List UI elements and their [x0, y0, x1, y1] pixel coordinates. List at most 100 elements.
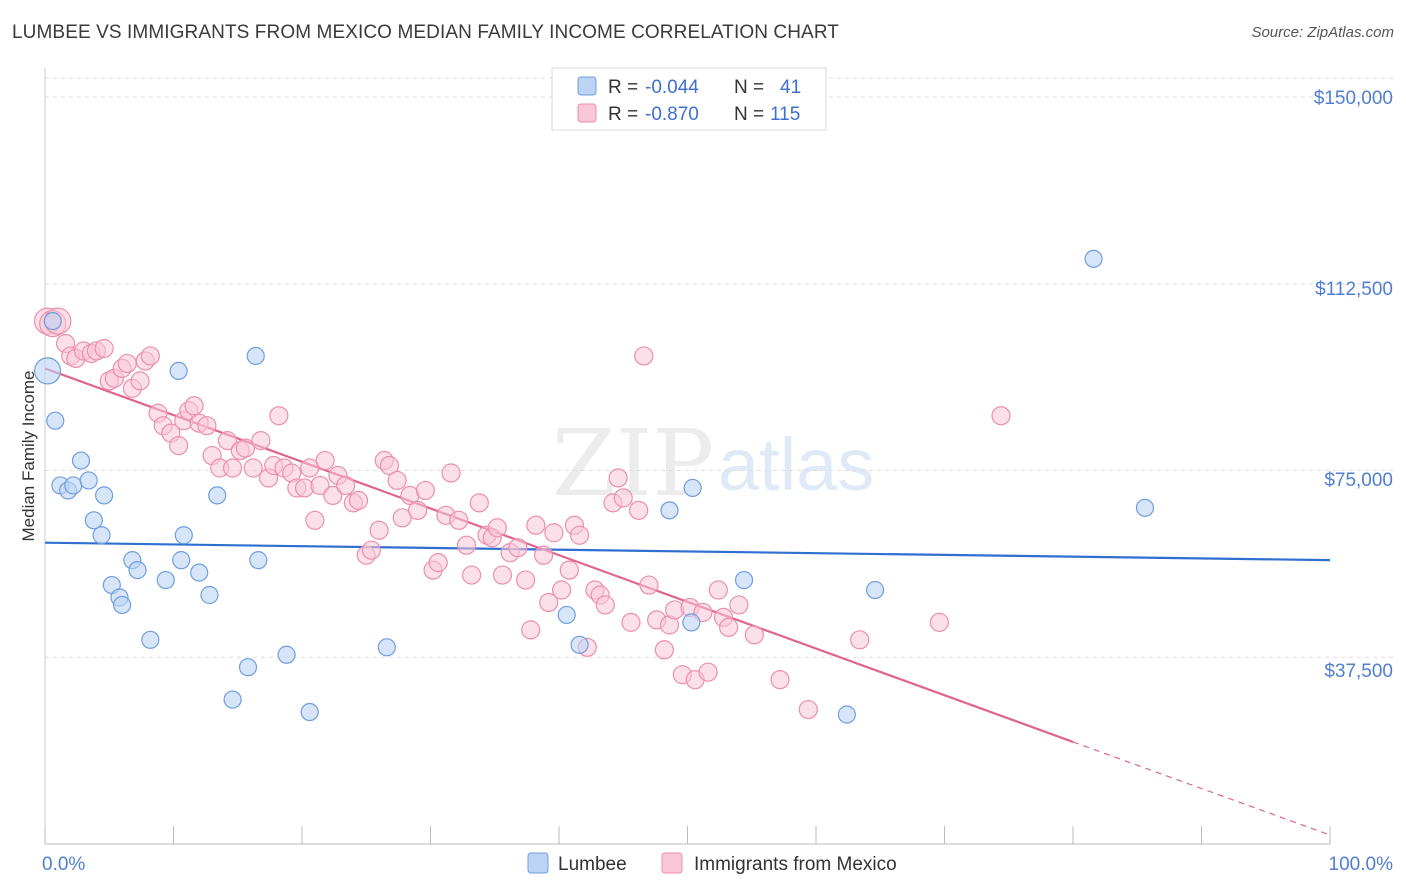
trend-line-mexico-extrapolated [1072, 741, 1331, 836]
point-mexico-46 [323, 485, 343, 505]
point-mexico-45 [315, 450, 335, 471]
legend-swatch-lumbee [577, 76, 597, 96]
point-mexico-109 [744, 625, 764, 645]
point-mexico-92 [621, 612, 641, 632]
point-mexico-30 [223, 458, 243, 478]
point-mexico-104 [698, 662, 718, 682]
point-lumbee-19 [174, 526, 193, 545]
point-mexico-114 [991, 406, 1011, 426]
y-tick-label-150000: $150,000 [1314, 88, 1393, 109]
point-lumbee-0 [33, 357, 62, 385]
point-mexico-107 [719, 617, 739, 637]
chart-title: LUMBEE VS IMMIGRANTS FROM MEXICO MEDIAN … [12, 22, 840, 43]
point-lumbee-6 [79, 471, 98, 490]
y-tick-label-112500: $112,500 [1315, 279, 1393, 300]
point-mexico-91 [613, 488, 633, 508]
point-mexico-72 [492, 565, 513, 585]
point-lumbee-22 [208, 486, 227, 505]
point-mexico-59 [408, 500, 428, 520]
point-mexico-43 [305, 510, 325, 530]
point-lumbee-23 [223, 690, 242, 709]
point-lumbee-17 [169, 361, 188, 380]
point-mexico-24 [184, 396, 204, 416]
point-lumbee-20 [190, 563, 209, 582]
y-tick-label-75000: $75,000 [1324, 470, 1393, 491]
point-mexico-80 [544, 523, 564, 543]
legend-stats-box [551, 67, 827, 131]
point-mexico-15 [130, 371, 150, 391]
point-mexico-21 [169, 436, 189, 456]
point-mexico-48 [336, 475, 356, 496]
point-lumbee-12 [112, 595, 132, 615]
source-label: Source: ZipAtlas.com [1251, 24, 1394, 41]
point-lumbee-26 [249, 551, 268, 570]
point-mexico-64 [441, 463, 461, 483]
point-mexico-88 [595, 595, 615, 615]
y-tick-label-37500: $37,500 [1324, 661, 1393, 682]
point-mexico-105 [708, 580, 728, 600]
point-mexico-66 [456, 535, 477, 555]
point-mexico-75 [515, 570, 536, 590]
x-tick-label-min: 0.0% [42, 854, 85, 875]
point-mexico-37 [269, 406, 289, 426]
y-axis-title: Median Family Income [19, 370, 38, 541]
point-lumbee-35 [734, 570, 754, 590]
point-mexico-34 [251, 431, 271, 451]
point-mexico-82 [559, 560, 579, 580]
point-mexico-60 [415, 480, 435, 501]
point-mexico-93 [629, 500, 649, 520]
point-lumbee-27 [277, 645, 296, 664]
point-lumbee-14 [128, 560, 147, 580]
point-lumbee-33 [682, 613, 701, 632]
point-lumbee-8 [92, 526, 111, 545]
point-mexico-108 [729, 595, 749, 615]
point-mexico-110 [770, 670, 790, 690]
point-mexico-84 [569, 525, 590, 545]
legend-r-value-mexico: -0.870 [645, 104, 699, 125]
legend-swatch-mexico [577, 103, 597, 123]
legend-n-value-lumbee: 41 [780, 77, 801, 98]
point-lumbee-38 [1084, 249, 1103, 268]
legend-n-label-lumbee: N = [734, 77, 764, 98]
point-mexico-62 [428, 553, 448, 573]
point-lumbee-5 [71, 451, 91, 470]
legend-n-label-mexico: N = [734, 104, 764, 125]
point-lumbee-21 [200, 585, 219, 605]
point-mexico-68 [469, 493, 489, 513]
point-mexico-77 [526, 515, 546, 535]
trend-lines [44, 367, 1331, 836]
series-lumbee [33, 249, 1155, 724]
point-lumbee-31 [570, 635, 589, 654]
point-mexico-94 [634, 346, 654, 366]
point-lumbee-34 [683, 478, 702, 498]
point-mexico-50 [348, 490, 369, 510]
legend-r-label-mexico: R = [608, 104, 638, 125]
legend-bottom-swatch-lumbee [527, 852, 549, 874]
point-mexico-113 [929, 612, 949, 632]
point-lumbee-25 [246, 346, 265, 366]
point-mexico-26 [197, 416, 217, 436]
watermark-atlas: atlas [718, 423, 874, 506]
point-lumbee-15 [141, 630, 160, 649]
point-lumbee-4 [64, 476, 83, 495]
point-mexico-57 [392, 508, 412, 528]
axes [44, 68, 1331, 845]
point-mexico-79 [539, 592, 559, 613]
point-lumbee-16 [156, 570, 175, 590]
point-mexico-112 [850, 630, 870, 650]
point-mexico-65 [449, 510, 469, 530]
gridlines [45, 77, 1395, 658]
point-mexico-17 [140, 346, 160, 366]
point-mexico-52 [361, 540, 381, 560]
point-mexico-71 [487, 518, 507, 538]
point-lumbee-9 [95, 486, 114, 505]
point-mexico-9 [94, 338, 114, 359]
point-lumbee-30 [557, 605, 576, 625]
point-mexico-55 [379, 455, 399, 476]
point-mexico-32 [235, 438, 256, 458]
x-tick-label-max: 100.0% [1329, 854, 1394, 875]
point-mexico-97 [654, 640, 674, 660]
point-mexico-76 [521, 620, 541, 640]
point-lumbee-37 [837, 705, 856, 724]
